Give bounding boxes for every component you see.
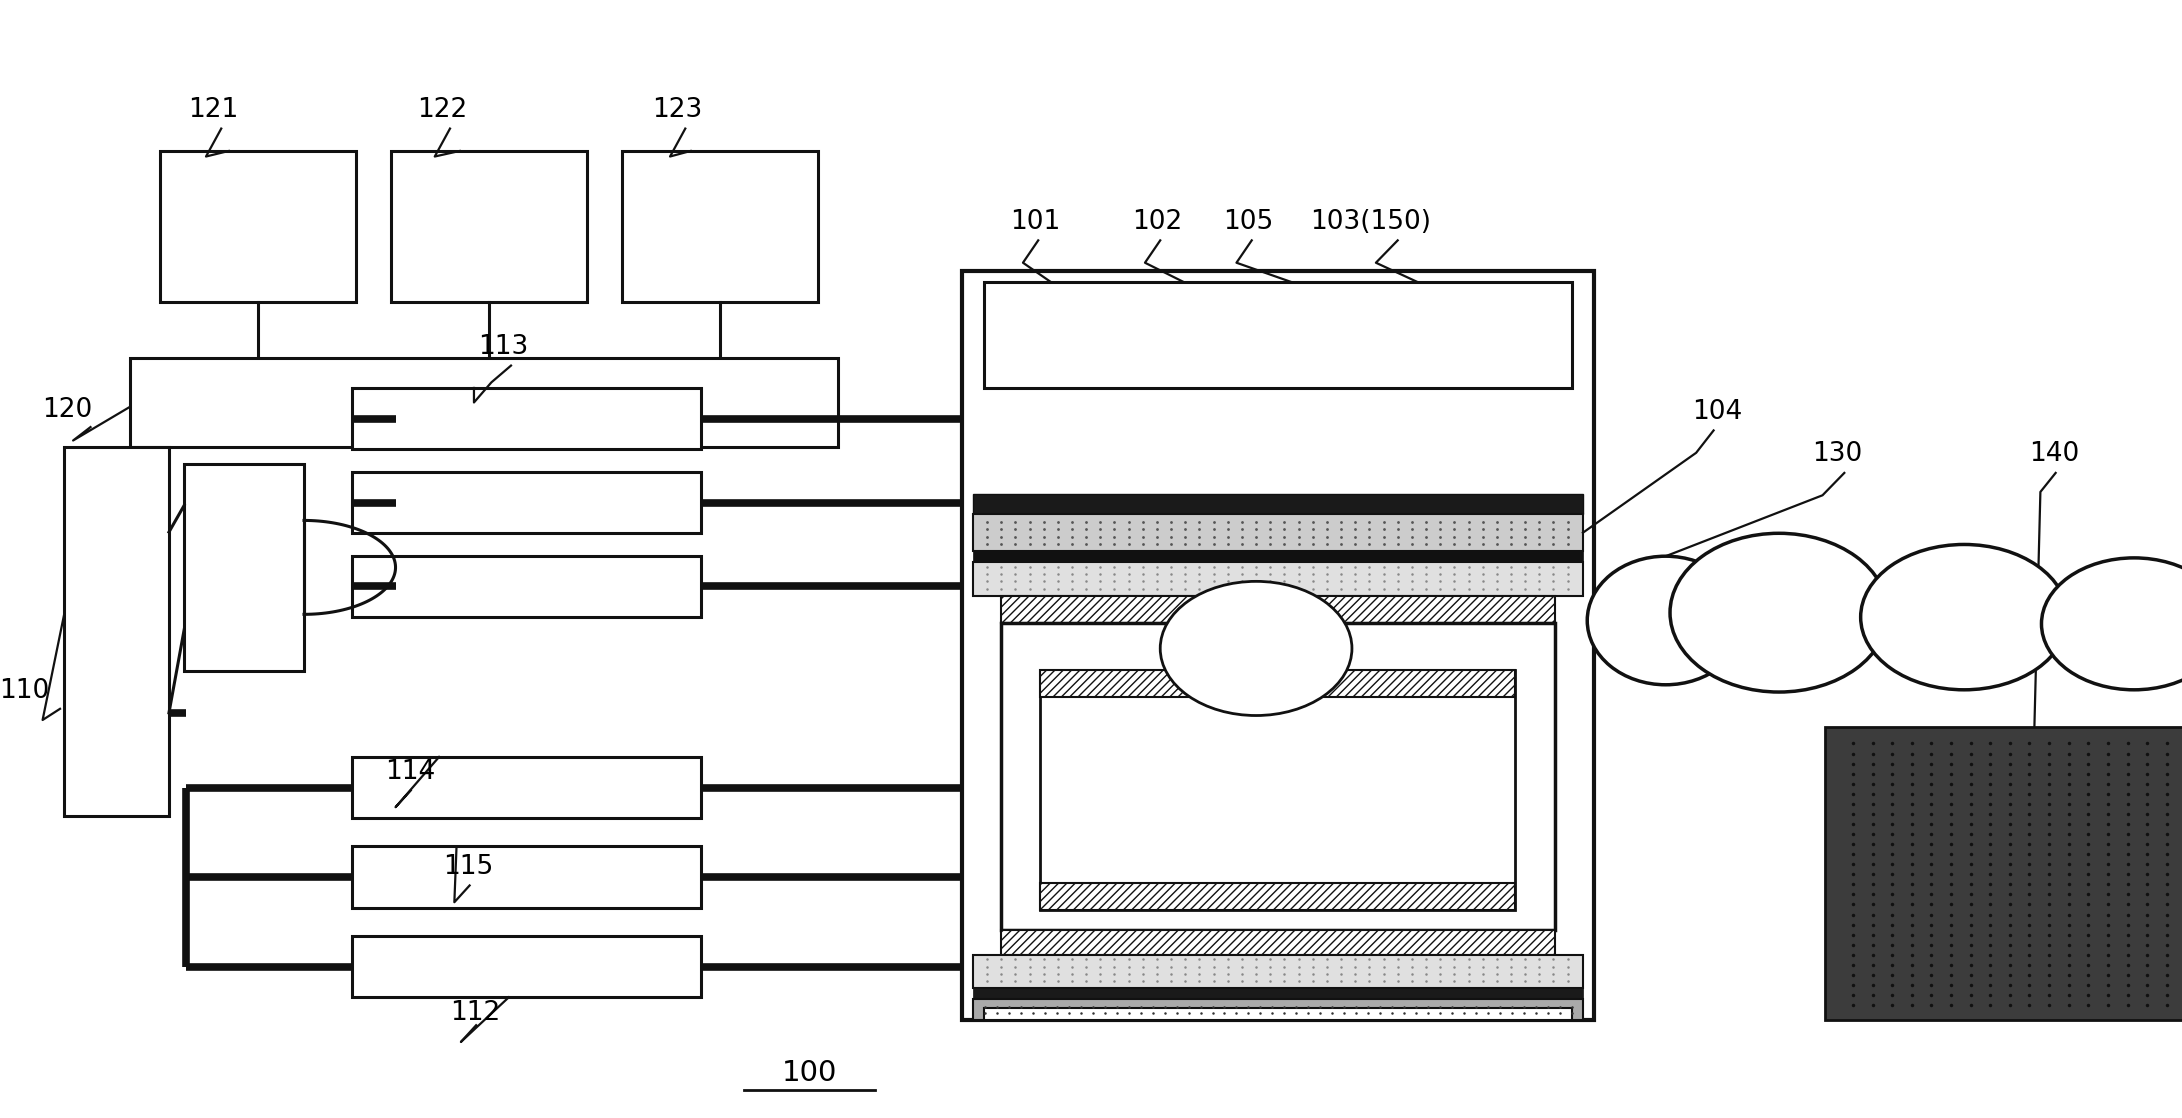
Bar	[351, 388, 700, 449]
Ellipse shape	[1861, 544, 2069, 690]
Bar	[1824, 727, 2182, 1020]
Bar	[1041, 670, 1514, 910]
Bar	[351, 556, 700, 617]
Bar	[973, 955, 1582, 988]
Bar	[973, 562, 1582, 596]
Text: 104: 104	[1691, 399, 1741, 425]
Text: 123: 123	[652, 97, 703, 123]
Text: 105: 105	[1224, 209, 1274, 235]
Bar	[1002, 930, 1554, 955]
Text: 101: 101	[1010, 209, 1060, 235]
Bar	[351, 936, 700, 997]
Text: 122: 122	[417, 97, 467, 123]
Text: 113: 113	[478, 334, 528, 360]
Bar	[973, 514, 1582, 551]
Text: 100: 100	[781, 1059, 838, 1087]
Bar	[973, 494, 1582, 514]
Ellipse shape	[1161, 581, 1353, 716]
Bar	[1041, 670, 1514, 697]
Text: 103(150): 103(150)	[1311, 209, 1431, 235]
Bar	[1041, 883, 1514, 910]
Bar	[622, 151, 818, 302]
Bar	[973, 551, 1582, 562]
Text: 121: 121	[188, 97, 238, 123]
Bar	[962, 271, 1593, 1020]
Bar	[391, 151, 587, 302]
Text: 110: 110	[0, 679, 50, 704]
Text: 102: 102	[1132, 209, 1183, 235]
Bar	[159, 151, 356, 302]
Bar	[984, 1008, 1571, 1020]
Text: 112: 112	[449, 1001, 500, 1026]
Ellipse shape	[2042, 558, 2182, 690]
Bar	[129, 358, 838, 447]
Text: 130: 130	[1811, 442, 1861, 467]
Bar	[183, 464, 303, 671]
Bar	[973, 999, 1582, 1020]
Text: 115: 115	[443, 854, 493, 880]
Bar	[351, 757, 700, 818]
Text: 140: 140	[2029, 442, 2079, 467]
Bar	[1002, 623, 1554, 930]
Bar	[984, 282, 1571, 388]
Bar	[351, 472, 700, 533]
Text: 114: 114	[384, 759, 434, 785]
Text: 120: 120	[44, 397, 94, 423]
Bar	[351, 846, 700, 908]
Ellipse shape	[1669, 533, 1887, 692]
Ellipse shape	[1586, 557, 1743, 684]
Bar	[65, 447, 168, 816]
Bar	[1002, 596, 1554, 623]
Bar	[973, 988, 1582, 999]
